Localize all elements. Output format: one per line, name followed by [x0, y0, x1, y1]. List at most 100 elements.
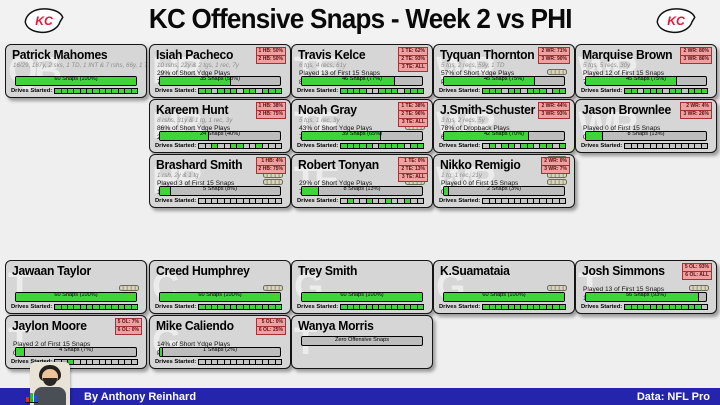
drive-segment: [559, 143, 565, 149]
drive-segment: [224, 88, 232, 94]
drive-segment: [205, 359, 212, 365]
snap-bar-label: 45 Snaps (75%): [483, 76, 525, 83]
data-source: Data: NFL Pro: [636, 390, 710, 403]
drives-started-bar: [54, 358, 138, 366]
drives-started-label: Drives Started:: [155, 198, 197, 204]
snap-share-bar: 46 Snaps (77%): [301, 75, 423, 86]
drive-segment: [631, 304, 638, 310]
drive-segment: [521, 304, 528, 310]
drives-started-bar: [340, 142, 424, 150]
drive-segment: [231, 304, 238, 310]
snap-bar-fill: [444, 76, 535, 85]
drive-segment: [93, 88, 100, 94]
avatar-beard: [43, 378, 57, 386]
drive-segment: [67, 304, 75, 310]
snap-share-bar: 56 Snaps (93%): [585, 291, 707, 302]
drive-segment: [527, 143, 535, 149]
player-card: HB Isiah Pacheco 1 HB: 50% 2 HB: 50% 10 rshs…: [149, 44, 291, 98]
snap-share-bar: 2 Snaps (3%): [443, 185, 565, 196]
formation-badge: 3 WR: 90%: [538, 55, 570, 64]
snap-bar-fill: [586, 292, 699, 301]
drives-started-label: Drives Started:: [439, 143, 481, 149]
snap-bar-label: 60 Snaps (100%): [54, 76, 98, 83]
snap-bar-label: 39 Snaps (65%): [341, 131, 383, 138]
drive-segment: [392, 88, 399, 94]
player-statline: 5 tgs, 1 rec, 3y: [299, 116, 340, 124]
player-name: Tyquan Thornton: [440, 48, 535, 62]
info-line: Played 12 of First 15 Snaps: [583, 69, 665, 77]
drive-segment: [404, 88, 412, 94]
formation-share-badges: 1 TE: 62% 2 TE: 93% 3 TE: ALL: [398, 47, 428, 72]
drive-segment: [87, 304, 94, 310]
drive-segment: [218, 198, 225, 204]
author-avatar: [30, 362, 70, 405]
drives-started-label: Drives Started:: [297, 198, 339, 204]
formation-badge: 6 OL: ALL: [681, 271, 712, 280]
formation-share-badges: 2 WR: 71% 3 WR: 90%: [538, 47, 570, 64]
drive-segment: [205, 198, 212, 204]
drives-started-bar: [340, 87, 424, 95]
drive-segment: [99, 304, 107, 310]
formation-share-badges: 2 WR: 80% 3 WR: 86%: [680, 47, 712, 64]
drives-started-label: Drives Started:: [297, 143, 339, 149]
formation-share-badges: 1 TE: 38% 2 TE: 96% 3 TE: ALL: [398, 102, 428, 127]
player-card: WR J.Smith-Schuster 2 WR: 44% 3 WR: 93% 3 tg…: [433, 99, 575, 153]
drive-segment: [61, 88, 68, 94]
drive-segment: [199, 198, 206, 204]
drives-started-row: Drives Started:: [439, 142, 566, 150]
drive-segment: [540, 304, 547, 310]
drive-segment: [218, 359, 225, 365]
drive-segment: [521, 88, 528, 94]
drives-started-label: Drives Started:: [155, 88, 197, 94]
player-card: TE Travis Kelce 1 TE: 62% 2 TE: 93% 3 TE: AL…: [291, 44, 433, 98]
drive-segment: [521, 198, 528, 204]
drive-segment: [644, 88, 651, 94]
drive-segment: [553, 143, 560, 149]
drive-segment: [373, 198, 380, 204]
mini-pill-icon: [547, 68, 567, 75]
drive-segment: [237, 359, 244, 365]
snap-share-bar: 8 Snaps (13%): [585, 130, 707, 141]
drive-segment: [87, 88, 94, 94]
drive-segment: [411, 143, 418, 149]
drive-segment: [256, 88, 263, 94]
drives-started-label: Drives Started:: [439, 198, 481, 204]
kc-chiefs-logo-left: KC: [24, 8, 64, 34]
drive-segment: [275, 304, 281, 310]
drives-started-row: Drives Started:: [581, 303, 708, 311]
drive-segment: [256, 143, 263, 149]
drive-segment: [131, 359, 137, 365]
drive-segment: [74, 359, 81, 365]
snap-bar-label: 46 Snaps (77%): [341, 76, 383, 83]
snap-bar-label: 5 Snaps (8%): [203, 186, 237, 193]
player-card: QB Patrick Mahomes 16/29, 187y, 2 sks, 1 T…: [5, 44, 147, 98]
drive-segment: [701, 304, 707, 310]
page-title: KC Offensive Snaps - Week 2 vs PHI: [148, 3, 573, 34]
drive-segment: [341, 143, 348, 149]
drive-segment: [199, 88, 206, 94]
formation-share-badges: 1 HB: 38% 2 HB: 75%: [255, 102, 286, 119]
player-name: Jawaan Taylor: [12, 264, 91, 278]
drive-segment: [559, 198, 565, 204]
drive-segment: [347, 143, 354, 149]
drives-started-label: Drives Started:: [297, 304, 339, 310]
drives-started-label: Drives Started:: [155, 304, 197, 310]
drives-started-label: Drives Started:: [439, 88, 481, 94]
drive-segment: [502, 88, 509, 94]
snap-bar-fill: [16, 76, 136, 85]
drive-segment: [211, 198, 219, 204]
drive-segment: [256, 198, 263, 204]
drive-segment: [243, 143, 251, 149]
drives-started-bar: [482, 142, 566, 150]
drives-started-bar: [340, 303, 424, 311]
drive-segment: [546, 88, 554, 94]
drive-segment: [398, 143, 405, 149]
snap-bar-label: 2 Snaps (3%): [487, 186, 521, 193]
drive-segment: [74, 88, 81, 94]
snap-bar-fill: [444, 292, 564, 301]
info-line: 43% of Short Ydge Plays: [299, 124, 373, 132]
drive-segment: [657, 88, 664, 94]
drives-started-row: Drives Started:: [439, 303, 566, 311]
snap-bar-fill: [586, 131, 603, 140]
drive-segment: [489, 143, 496, 149]
